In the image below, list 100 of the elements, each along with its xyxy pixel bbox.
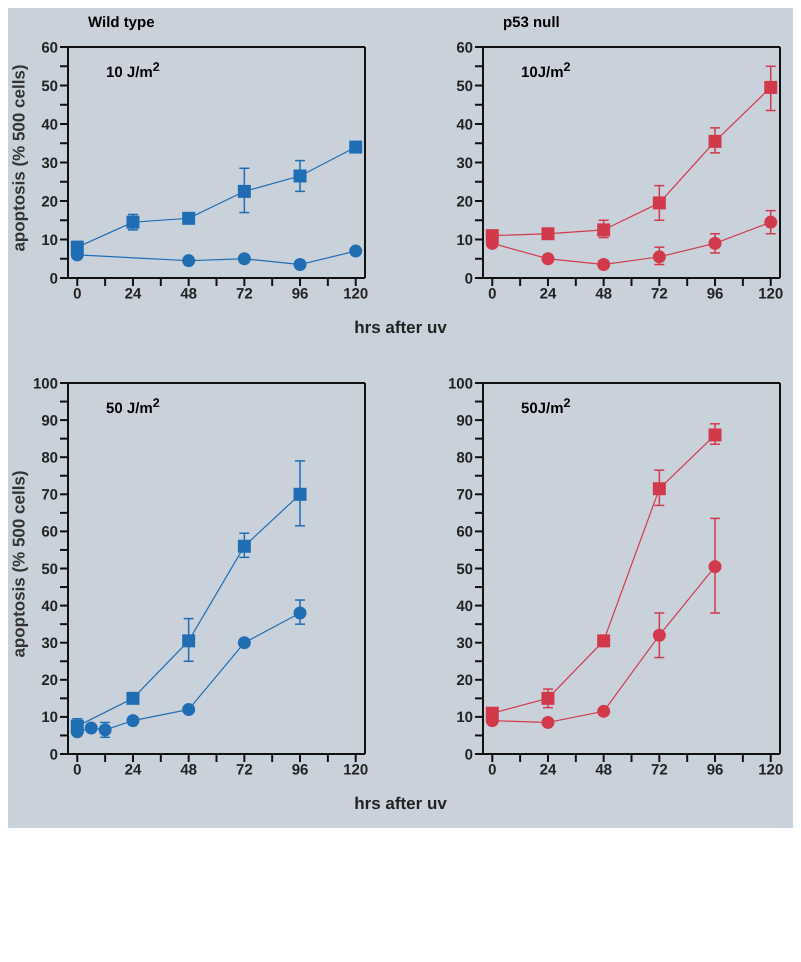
annotation: 50 J/m$^{2}$ <box>106 396 160 417</box>
y-tick-label: 100 <box>32 375 58 392</box>
point <box>182 702 196 716</box>
y-tick-label: 0 <box>464 746 473 764</box>
point <box>541 227 554 240</box>
y-tick-label: 0 <box>50 746 58 764</box>
point <box>238 252 251 266</box>
point <box>294 606 307 620</box>
x-tick-label: 24 <box>124 286 142 303</box>
y-tick-label: 20 <box>41 672 58 690</box>
point <box>652 196 666 210</box>
point <box>708 560 722 574</box>
point <box>708 236 722 250</box>
y-tick-label: 60 <box>456 524 473 541</box>
point <box>238 184 251 198</box>
x-tick-label: 72 <box>236 762 253 779</box>
x-tick-label: 96 <box>292 762 308 779</box>
y-tick-label: 0 <box>464 270 473 288</box>
point <box>597 704 610 718</box>
y-tick-label: 70 <box>456 486 473 504</box>
y-tick-label: 20 <box>41 193 58 210</box>
point <box>294 258 307 272</box>
point <box>652 250 666 264</box>
y-axis-title: apoptosis (% 500 cells) <box>10 64 30 252</box>
y-tick-label: 30 <box>41 154 58 172</box>
x-axis-title: hrs after uv <box>353 318 448 339</box>
y-tick-label: 80 <box>41 450 58 467</box>
point <box>126 692 140 705</box>
y-tick-label: 20 <box>456 672 473 690</box>
y-tick-label: 50 <box>456 78 473 95</box>
point <box>182 254 196 268</box>
annotation: 10 J/m$^{2}$ <box>106 60 160 81</box>
x-axis-title: hrs after uv <box>353 794 448 815</box>
x-tick-label: 72 <box>651 762 668 779</box>
y-tick-label: 0 <box>50 270 58 288</box>
y-tick-label: 50 <box>41 560 58 578</box>
point <box>84 722 98 735</box>
y-axis-title: apoptosis (% 500 cells) <box>10 470 30 658</box>
y-tick-label: 40 <box>41 598 58 615</box>
point <box>708 134 722 148</box>
y-tick-label: 60 <box>41 39 58 56</box>
x-tick-label: 120 <box>758 762 784 779</box>
y-tick-label: 30 <box>456 154 473 172</box>
x-tick-label: 96 <box>706 286 724 303</box>
y-tick-label: 10 <box>41 709 58 726</box>
point <box>238 540 251 553</box>
x-tick-label: 48 <box>595 762 612 779</box>
x-tick-label: 0 <box>73 762 82 779</box>
x-tick-label: 0 <box>488 286 496 303</box>
x-tick-label: 120 <box>758 286 784 303</box>
y-tick-label: 90 <box>456 412 473 430</box>
point <box>541 252 554 266</box>
y-tick-label: 40 <box>456 116 473 134</box>
point <box>182 212 196 225</box>
point <box>541 692 554 705</box>
x-tick-label: 72 <box>236 286 253 303</box>
x-tick-label: 48 <box>595 286 612 303</box>
annotation: 10J/m$^{2}$ <box>521 60 570 81</box>
annotation: 50J/m$^{2}$ <box>521 396 570 417</box>
point <box>294 169 307 182</box>
y-tick-label: 30 <box>41 635 58 652</box>
point <box>541 716 554 729</box>
x-tick-label: 24 <box>540 762 557 779</box>
y-tick-label: 40 <box>456 598 473 615</box>
y-tick-label: 10 <box>41 232 58 249</box>
y-tick-label: 90 <box>41 412 58 430</box>
y-tick-label: 40 <box>41 116 58 134</box>
y-tick-label: 70 <box>41 486 58 504</box>
x-tick-label: 0 <box>488 762 496 779</box>
x-tick-label: 96 <box>706 762 724 779</box>
chart-title: p53 null <box>502 13 561 33</box>
point <box>294 488 307 501</box>
point <box>349 244 362 258</box>
point <box>764 216 778 229</box>
y-tick-label: 60 <box>456 39 473 56</box>
y-tick-label: 100 <box>448 375 473 392</box>
x-tick-label: 48 <box>180 762 197 779</box>
y-tick-label: 80 <box>456 450 473 467</box>
x-tick-label: 0 <box>73 286 82 303</box>
point <box>597 634 610 648</box>
x-tick-label: 48 <box>180 286 197 303</box>
point <box>238 636 251 650</box>
point <box>126 714 140 728</box>
y-tick-label: 60 <box>41 524 58 541</box>
y-tick-label: 50 <box>456 560 473 578</box>
x-tick-label: 96 <box>292 286 308 303</box>
y-tick-label: 10 <box>456 709 473 726</box>
point <box>349 140 362 154</box>
x-tick-label: 120 <box>343 286 368 303</box>
x-tick-label: 72 <box>651 286 668 303</box>
y-tick-label: 30 <box>456 635 473 652</box>
y-tick-label: 10 <box>456 232 473 249</box>
point <box>764 80 778 94</box>
y-tick-label: 20 <box>456 193 473 210</box>
point <box>652 482 666 496</box>
chart-title: Wild type <box>87 13 156 33</box>
x-tick-label: 24 <box>540 286 557 303</box>
y-tick-label: 50 <box>41 78 58 95</box>
point <box>597 223 610 236</box>
point <box>182 634 196 648</box>
